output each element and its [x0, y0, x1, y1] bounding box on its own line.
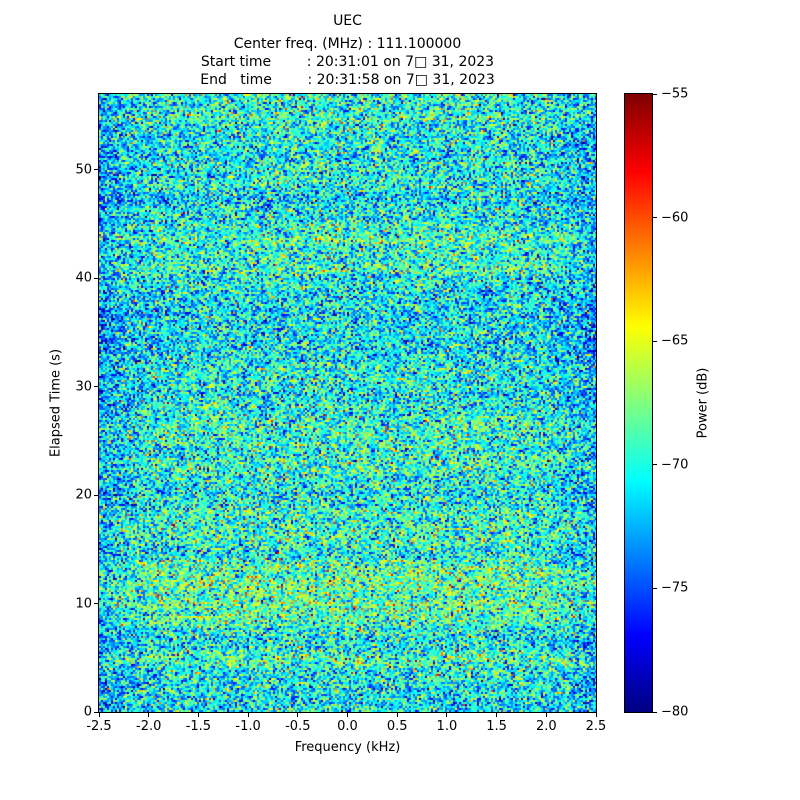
x-tick-label: -1.0 — [235, 719, 261, 734]
x-tick-label: -1.5 — [185, 719, 212, 734]
spectrogram-axes — [98, 93, 597, 713]
y-tick-mark — [94, 603, 98, 605]
x-tick-label: -2.0 — [136, 719, 162, 734]
y-tick-label: 10 — [75, 596, 92, 612]
colorbar-tick-label: −80 — [661, 704, 689, 720]
x-tick-mark — [545, 713, 547, 717]
y-tick-label: 0 — [83, 704, 92, 720]
x-tick-mark — [347, 713, 348, 717]
x-tick-label: 2.0 — [535, 719, 557, 734]
y-tick-mark — [94, 386, 98, 388]
colorbar-label: Power (dB) — [695, 367, 711, 439]
spectrogram-heatmap — [99, 94, 596, 712]
chart-subtitle-line: End time : 20:31:58 on 7□ 31, 2023 — [200, 72, 495, 88]
x-tick-mark — [98, 713, 100, 717]
chart-subtitles: Center freq. (MHz) : 111.100000 Start tim… — [99, 35, 596, 89]
figure-header: UEC Center freq. (MHz) : 111.100000 Start… — [99, 12, 596, 89]
colorbar-tick-mark — [653, 217, 657, 219]
colorbar-tick-label: −75 — [661, 580, 689, 596]
chart-subtitle-line: Start time : 20:31:01 on 7□ 31, 2023 — [200, 54, 495, 70]
colorbar-tick-mark — [653, 93, 657, 95]
y-tick-mark — [94, 494, 98, 496]
x-tick-label: 1.5 — [486, 719, 507, 734]
x-tick-mark — [595, 713, 597, 717]
x-tick-label: 2.5 — [585, 719, 607, 734]
colorbar-tick-mark — [653, 464, 657, 466]
colorbar-tick-mark — [653, 340, 657, 342]
colorbar — [624, 93, 653, 713]
x-tick-mark — [247, 713, 249, 717]
x-tick-mark — [197, 713, 199, 717]
x-tick-label: -2.5 — [86, 719, 112, 734]
x-tick-mark — [396, 713, 398, 717]
chart-title: UEC — [333, 13, 362, 29]
x-tick-mark — [297, 713, 299, 717]
x-tick-mark — [496, 713, 498, 717]
x-tick-label: 0.0 — [337, 719, 358, 734]
y-tick-label: 20 — [75, 487, 92, 503]
x-tick-mark — [148, 713, 150, 717]
x-tick-label: 1.0 — [436, 719, 458, 734]
colorbar-tick-label: −70 — [661, 457, 689, 473]
x-axis-label: Frequency (kHz) — [294, 740, 401, 755]
colorbar-tick-mark — [653, 711, 657, 713]
x-tick-mark — [446, 713, 448, 717]
y-tick-mark — [94, 169, 98, 171]
x-tick-label: 0.5 — [386, 719, 408, 734]
y-tick-label: 50 — [75, 162, 92, 178]
colorbar-gradient — [625, 94, 652, 712]
colorbar-tick-label: −55 — [661, 86, 689, 102]
chart-subtitle-line: Center freq. (MHz) : 111.100000 — [233, 36, 462, 52]
colorbar-tick-mark — [653, 587, 657, 589]
y-tick-mark — [94, 711, 98, 713]
colorbar-tick-label: −60 — [661, 210, 689, 226]
y-axis-label: Elapsed Time (s) — [48, 348, 64, 458]
y-tick-mark — [94, 277, 98, 279]
y-tick-label: 30 — [75, 379, 92, 395]
colorbar-tick-label: −65 — [661, 333, 689, 349]
x-tick-label: -0.5 — [285, 719, 311, 734]
y-tick-label: 40 — [75, 270, 92, 286]
